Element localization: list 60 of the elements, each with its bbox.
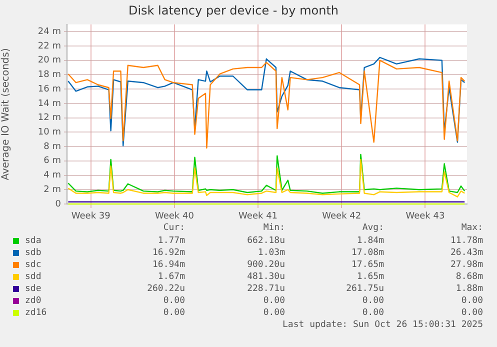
text: 16.94m — [152, 260, 185, 270]
legend-label: sdc — [25, 260, 42, 270]
text: 16.92m — [152, 248, 185, 258]
x-tick-label: Week 43 — [406, 212, 445, 222]
legend-label: zd16 — [25, 308, 47, 318]
text: 1.77m — [158, 236, 185, 246]
text: 1.67m — [158, 272, 185, 282]
text: 261.75u — [346, 284, 384, 294]
y-tick-label: 8 m — [44, 142, 61, 152]
legend-label: sdd — [25, 272, 42, 282]
y-tick-label: 16 m — [38, 84, 61, 94]
legend-label: sde — [25, 284, 42, 294]
text: 0.00 — [461, 296, 483, 306]
text: 0.00 — [163, 308, 185, 318]
y-tick-label: 20 m — [38, 56, 61, 66]
y-tick-label: 4 m — [44, 170, 61, 181]
y-tick-label: 0 — [55, 199, 62, 210]
y-tick-label: 18 m — [38, 70, 61, 80]
x-tick-label: Week 42 — [322, 212, 362, 222]
text: 8.68m — [456, 272, 483, 282]
text: 260.22u — [147, 284, 185, 294]
y-tick-label: 6 m — [44, 156, 61, 166]
text: 228.71u — [247, 284, 285, 294]
text: Max: — [461, 223, 483, 233]
text: 26.43m — [450, 248, 483, 258]
text: 17.08m — [351, 248, 384, 258]
text: 0.00 — [362, 296, 384, 306]
y-axis-title: Average IO Wait (seconds) — [0, 48, 12, 180]
text: 0.00 — [263, 308, 285, 318]
text: Last update: Sun Oct 26 15:00:31 2025 — [282, 320, 483, 330]
text: 0.00 — [461, 308, 483, 318]
legend-label: zd0 — [25, 296, 42, 306]
text: 17.65m — [351, 260, 384, 270]
text: Cur: — [163, 223, 185, 233]
y-tick-label: 22 m — [38, 41, 61, 52]
text: 11.78m — [450, 236, 483, 246]
text: 27.98m — [450, 260, 483, 270]
text: 481.30u — [247, 272, 285, 282]
text: 1.03m — [258, 248, 285, 258]
text: 900.20u — [247, 260, 285, 270]
text: Min: — [263, 223, 285, 233]
text: 1.84m — [356, 236, 384, 246]
chart-title: Disk latency per device - by month — [128, 3, 339, 18]
text: 0.00 — [163, 296, 185, 306]
x-tick-label: Week 40 — [154, 212, 194, 222]
text: 0.00 — [263, 296, 285, 306]
y-tick-label: 24 m — [38, 26, 61, 37]
x-tick-label: Week 39 — [71, 212, 111, 222]
text: Avg: — [362, 223, 384, 233]
text: 0.00 — [362, 308, 384, 318]
legend-label: sdb — [25, 248, 42, 258]
legend-label: sda — [25, 236, 42, 246]
text: 662.18u — [247, 236, 285, 246]
text: 1.65m — [356, 272, 384, 282]
x-tick-label: Week 41 — [238, 212, 278, 222]
text: 1.88m — [456, 284, 483, 294]
y-tick-label: 2 m — [44, 184, 61, 195]
y-tick-label: 12 m — [38, 113, 61, 124]
y-tick-label: 14 m — [38, 98, 61, 109]
y-tick-label: 10 m — [38, 128, 61, 138]
